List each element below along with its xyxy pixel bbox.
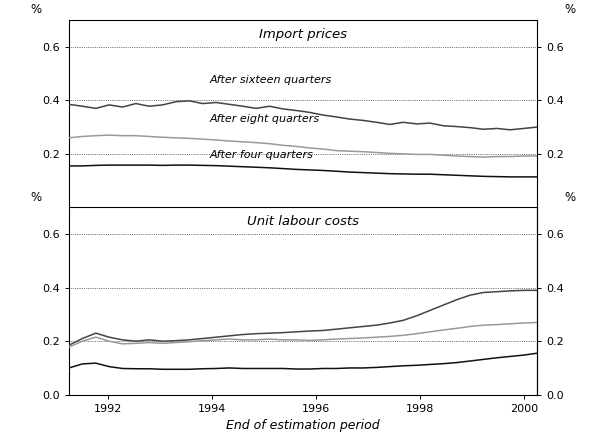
Text: After eight quarters: After eight quarters	[209, 114, 320, 124]
Text: %: %	[564, 3, 575, 17]
Text: After sixteen quarters: After sixteen quarters	[209, 75, 332, 85]
X-axis label: End of estimation period: End of estimation period	[226, 419, 380, 432]
Text: Unit labour costs: Unit labour costs	[247, 215, 359, 228]
Text: %: %	[564, 190, 575, 204]
Text: %: %	[31, 3, 42, 17]
Text: After four quarters: After four quarters	[209, 150, 313, 160]
Text: %: %	[31, 190, 42, 204]
Text: Import prices: Import prices	[259, 28, 347, 41]
